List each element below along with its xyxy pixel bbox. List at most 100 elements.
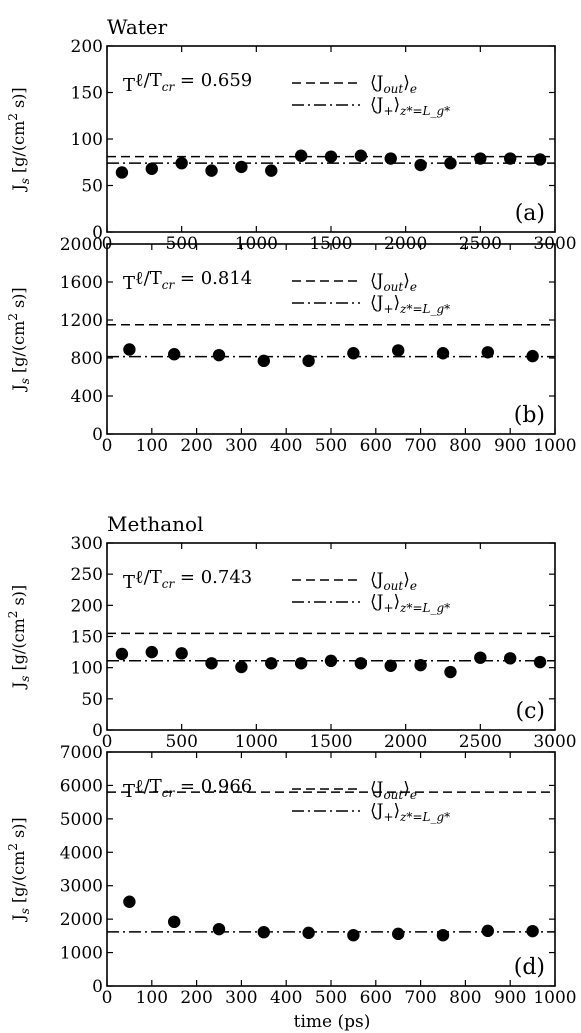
y-axis-label: Js [g/(cm2 s)]	[6, 87, 32, 192]
data-point	[265, 164, 278, 177]
y-tick-label: 50	[81, 177, 103, 197]
y-tick-label: 0	[92, 721, 103, 741]
data-point	[444, 665, 457, 679]
x-tick-label: 1000	[533, 436, 576, 456]
y-tick-label: 0	[92, 425, 103, 445]
data-point	[354, 657, 368, 670]
legend-label-jout: ⟨Jout⟩e	[370, 570, 417, 593]
data-point	[533, 655, 547, 669]
data-point	[123, 895, 136, 908]
x-tick-label: 300	[225, 988, 257, 1008]
data-point	[474, 651, 487, 664]
x-tick-label: 3000	[533, 732, 576, 752]
legend-label-jplus: ⟨J+⟩z*=L_g*	[370, 801, 450, 824]
x-tick-label: 600	[360, 988, 392, 1008]
data-point	[302, 926, 315, 940]
panel-letter: (a)	[515, 201, 545, 226]
panel-letter: (c)	[516, 699, 546, 724]
x-tick-label: 1000	[533, 988, 576, 1008]
y-tick-label: 3000	[60, 877, 103, 897]
data-point	[257, 925, 270, 939]
data-point	[384, 152, 397, 165]
data-point	[257, 354, 270, 368]
data-point	[533, 153, 547, 166]
x-tick-label: 300	[225, 436, 257, 456]
x-tick-label: 400	[270, 436, 302, 456]
y-tick-label: 50	[81, 690, 103, 710]
ratio-annotation: Tℓ/Tcr = 0.814	[123, 268, 252, 294]
x-tick-label: 800	[449, 988, 481, 1008]
y-tick-label: 0	[92, 223, 103, 243]
x-tick-label: 200	[180, 436, 212, 456]
x-tick-label: 0	[102, 436, 113, 456]
data-point	[168, 348, 181, 361]
x-tick-label: 1000	[235, 732, 278, 752]
y-tick-label: 100	[71, 130, 103, 150]
x-tick-label: 700	[404, 988, 436, 1008]
data-point	[265, 657, 278, 670]
x-tick-label: 2000	[384, 732, 427, 752]
y-tick-label: 300	[71, 534, 103, 554]
data-point	[436, 928, 450, 942]
group-title: Methanol	[107, 512, 203, 536]
data-point	[175, 647, 188, 660]
data-point	[414, 658, 427, 672]
y-axis-label: Js [g/(cm2 s)]	[6, 287, 32, 392]
x-tick-label: 0	[102, 732, 113, 752]
x-tick-label: 200	[180, 988, 212, 1008]
y-tick-label: 400	[71, 387, 103, 407]
legend-label-jout: ⟨Jout⟩e	[370, 779, 417, 802]
y-tick-label: 150	[71, 628, 103, 648]
x-tick-label: 100	[136, 436, 168, 456]
data-point	[481, 346, 494, 359]
x-tick-label: 2500	[459, 732, 502, 752]
data-point	[115, 647, 129, 661]
y-tick-label: 2000	[60, 235, 103, 255]
y-tick-label: 1600	[60, 273, 103, 293]
data-point	[212, 922, 226, 936]
data-point	[526, 349, 539, 363]
y-tick-label: 200	[71, 37, 103, 57]
x-tick-label: 1500	[309, 732, 352, 752]
data-point	[392, 927, 405, 941]
x-tick-label: 800	[449, 436, 481, 456]
y-tick-label: 250	[71, 565, 103, 585]
panel-letter: (b)	[514, 403, 545, 428]
y-tick-label: 150	[71, 84, 103, 104]
panels: 050100150200050010001500200025003000Tℓ/T…	[6, 15, 577, 1008]
x-axis-label: time (ps)	[294, 1012, 371, 1032]
x-tick-label: 500	[165, 732, 197, 752]
y-tick-label: 200	[71, 596, 103, 616]
y-tick-label: 7000	[60, 743, 103, 763]
panel-letter: (d)	[514, 955, 545, 980]
data-point	[302, 354, 315, 368]
data-point	[526, 924, 539, 938]
legend-label-jplus: ⟨J+⟩z*=L_g*	[370, 592, 450, 615]
data-point	[392, 344, 405, 357]
data-point	[504, 652, 517, 665]
ratio-annotation: Tℓ/Tcr = 0.743	[123, 567, 252, 593]
data-point	[414, 158, 427, 172]
y-tick-label: 100	[71, 659, 103, 679]
y-tick-label: 2000	[60, 910, 103, 930]
data-point	[436, 347, 450, 360]
x-tick-label: 400	[270, 988, 302, 1008]
y-tick-label: 800	[71, 349, 103, 369]
data-point	[294, 657, 308, 670]
data-point	[205, 657, 218, 670]
x-tick-label: 700	[404, 436, 436, 456]
panel-d: 0 1000 2000 3000 4000 5000 6000 7000 0 100 200 300 4…	[6, 743, 577, 1008]
panel-b: 0 400 800 1200 1600 2000 0 100 200 300 400 500 600 70…	[6, 235, 577, 456]
data-point	[324, 150, 338, 163]
y-tick-label: 0	[92, 977, 103, 997]
x-tick-label: 0	[102, 988, 113, 1008]
data-point	[205, 164, 218, 177]
legend-label-jout: ⟨Jout⟩e	[370, 73, 417, 96]
data-point	[168, 915, 181, 929]
data-point	[294, 149, 308, 162]
ratio-annotation: Tℓ/Tcr = 0.966	[123, 776, 252, 802]
data-point	[212, 348, 226, 362]
legend-label-jplus: ⟨J+⟩z*=L_g*	[370, 293, 450, 316]
data-point	[347, 928, 360, 942]
